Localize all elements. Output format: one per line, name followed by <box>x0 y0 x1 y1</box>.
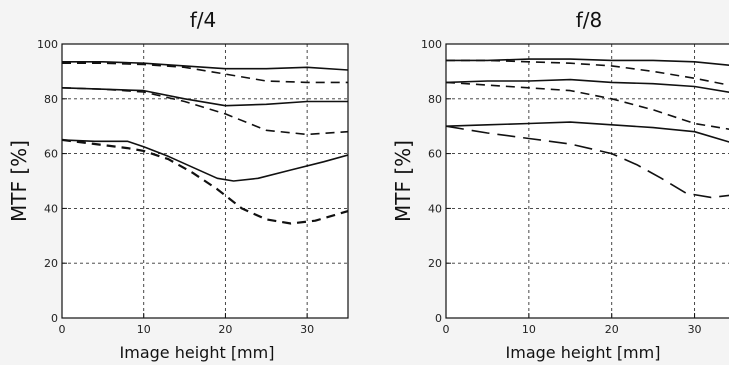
chart-1: 0 10 20 30 0 20 40 60 80 100 f/8 Image height [mm] M… <box>391 8 729 362</box>
x-tick-label: 20 <box>605 323 619 336</box>
series-line-2-solid <box>446 78 729 93</box>
series-line-4-solid <box>62 139 348 182</box>
plot-frame <box>61 43 349 319</box>
x-tick-label: 30 <box>688 323 702 336</box>
series-line-5-dashed-long <box>446 125 729 199</box>
series-line-5-dashed-bold <box>62 138 348 225</box>
x-tick-label: 0 <box>59 323 66 336</box>
series-line-4-solid <box>446 121 729 143</box>
y-axis-label: MTF [%] <box>391 140 415 222</box>
series-line-3-dashed <box>446 81 729 130</box>
y-tick-label: 0 <box>51 312 58 325</box>
y-tick-label: 100 <box>421 38 442 51</box>
x-tick-label: 20 <box>218 323 232 336</box>
y-tick-label: 60 <box>44 148 58 161</box>
chart-title: f/8 <box>576 8 603 32</box>
plot-frame <box>445 43 729 319</box>
y-tick-label: 40 <box>44 202 58 215</box>
y-tick-label: 100 <box>37 38 58 51</box>
x-tick-label: 10 <box>522 323 536 336</box>
series-line-1-dashed <box>446 59 729 86</box>
chart-0: 0 10 20 30 0 20 40 60 80 100 f/4 Image height [mm] M… <box>7 8 349 362</box>
series-line-1-dashed <box>62 62 348 84</box>
y-tick-label: 60 <box>428 148 442 161</box>
series-line-0-solid <box>62 61 348 71</box>
x-axis-label: Image height [mm] <box>120 343 275 362</box>
y-tick-label: 40 <box>428 202 442 215</box>
x-tick-label: 30 <box>300 323 314 336</box>
y-tick-label: 80 <box>44 93 58 106</box>
y-tick-label: 20 <box>428 257 442 270</box>
x-tick-label: 0 <box>443 323 450 336</box>
y-tick-label: 20 <box>44 257 58 270</box>
series-line-3-dashed <box>62 87 348 136</box>
x-tick-label: 10 <box>137 323 151 336</box>
chart-title: f/4 <box>190 8 217 32</box>
y-axis-label: MTF [%] <box>7 140 31 222</box>
x-axis-label: Image height [mm] <box>506 343 661 362</box>
plot-area <box>446 44 729 318</box>
y-tick-label: 0 <box>435 312 442 325</box>
y-tick-label: 80 <box>428 93 442 106</box>
